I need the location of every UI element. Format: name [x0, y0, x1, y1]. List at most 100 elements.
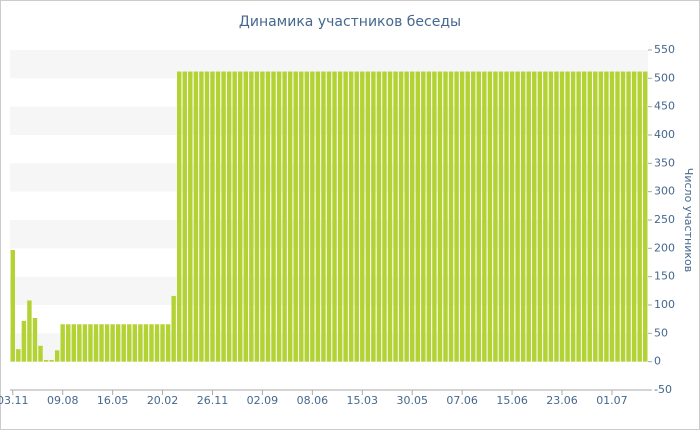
- bar: [315, 71, 321, 362]
- bar: [476, 71, 482, 362]
- bar: [165, 324, 171, 362]
- bar: [54, 350, 60, 362]
- bar: [271, 71, 276, 362]
- bar: [304, 71, 310, 362]
- bar: [398, 71, 404, 362]
- bar: [360, 71, 365, 362]
- bar: [27, 300, 32, 362]
- bar: [382, 71, 387, 362]
- bar: [609, 71, 615, 362]
- bar: [104, 324, 110, 362]
- bar: [520, 71, 526, 362]
- y-tick-label: 300: [654, 185, 675, 198]
- bar: [188, 71, 193, 362]
- bar: [532, 71, 537, 362]
- bar: [465, 71, 470, 362]
- x-tick-label: 15.03: [347, 394, 379, 407]
- bar: [504, 71, 509, 362]
- bar: [110, 324, 115, 362]
- bar: [66, 324, 71, 362]
- x-tick-label: 30.05: [396, 394, 428, 407]
- bar: [143, 324, 149, 362]
- bar: [348, 71, 354, 362]
- y-tick-label: 400: [654, 128, 675, 141]
- bar: [421, 71, 426, 362]
- x-tick-label: 02.09: [247, 394, 279, 407]
- bar: [293, 71, 298, 362]
- bar: [570, 71, 576, 362]
- x-tick-label: 20.02: [147, 394, 179, 407]
- bar: [249, 71, 254, 362]
- x-tick-label: 23.06: [546, 394, 578, 407]
- bar: [593, 71, 598, 362]
- x-tick-label: 16.05: [97, 394, 129, 407]
- bar: [426, 71, 432, 362]
- bar: [138, 324, 143, 362]
- bar: [604, 71, 609, 362]
- y-tick-label: 250: [654, 213, 675, 226]
- bar: [149, 324, 154, 362]
- bar: [43, 359, 49, 362]
- bar: [260, 71, 265, 362]
- y-tick-label: 100: [654, 298, 675, 311]
- bar: [243, 71, 249, 362]
- bar: [404, 71, 409, 362]
- bar: [337, 71, 343, 362]
- bar: [354, 71, 359, 362]
- bar: [282, 71, 287, 362]
- bar: [16, 349, 21, 362]
- bar: [38, 345, 43, 362]
- bar: [71, 324, 77, 362]
- bar: [193, 71, 199, 362]
- bar: [93, 324, 99, 362]
- bar: [326, 71, 332, 362]
- bar: [199, 71, 204, 362]
- bar: [643, 71, 648, 362]
- bar: [587, 71, 592, 362]
- bar: [543, 71, 548, 362]
- bar: [471, 71, 476, 362]
- y-tick-label: 500: [654, 71, 675, 84]
- bar: [581, 71, 587, 362]
- bar: [310, 71, 315, 362]
- bar: [459, 71, 465, 362]
- bar: [554, 71, 559, 362]
- bar: [232, 71, 237, 362]
- bar: [498, 71, 504, 362]
- bar: [287, 71, 293, 362]
- x-tick-label: 15.06: [496, 394, 528, 407]
- bar: [265, 71, 271, 362]
- bar: [99, 324, 104, 362]
- bar: [221, 71, 226, 362]
- y-tick-label: 350: [654, 156, 675, 169]
- bar: [448, 71, 454, 362]
- bar: [631, 71, 637, 362]
- bar: [515, 71, 520, 362]
- y-tick-label: 550: [654, 43, 675, 56]
- bar: [537, 71, 543, 362]
- y-axis-label: Число участников: [682, 168, 695, 272]
- bar: [10, 250, 15, 362]
- y-tick-label: 50: [654, 326, 668, 339]
- bar: [626, 71, 631, 362]
- bar: [49, 359, 54, 362]
- bar: [365, 71, 371, 362]
- x-tick-label: 09.08: [47, 394, 79, 407]
- bar: [32, 318, 38, 362]
- bar: [487, 71, 493, 362]
- bar: [376, 71, 382, 362]
- y-tick-label: 150: [654, 270, 675, 283]
- bar: [526, 71, 531, 362]
- bar: [559, 71, 565, 362]
- bar: [598, 71, 604, 362]
- bar: [299, 71, 304, 362]
- bar: [115, 324, 121, 362]
- x-tick-label: 26.11: [197, 394, 229, 407]
- bar: [88, 324, 93, 362]
- bar: [321, 71, 326, 362]
- bar: [127, 324, 132, 362]
- bar: [371, 71, 376, 362]
- bar: [493, 71, 498, 362]
- bar: [210, 71, 215, 362]
